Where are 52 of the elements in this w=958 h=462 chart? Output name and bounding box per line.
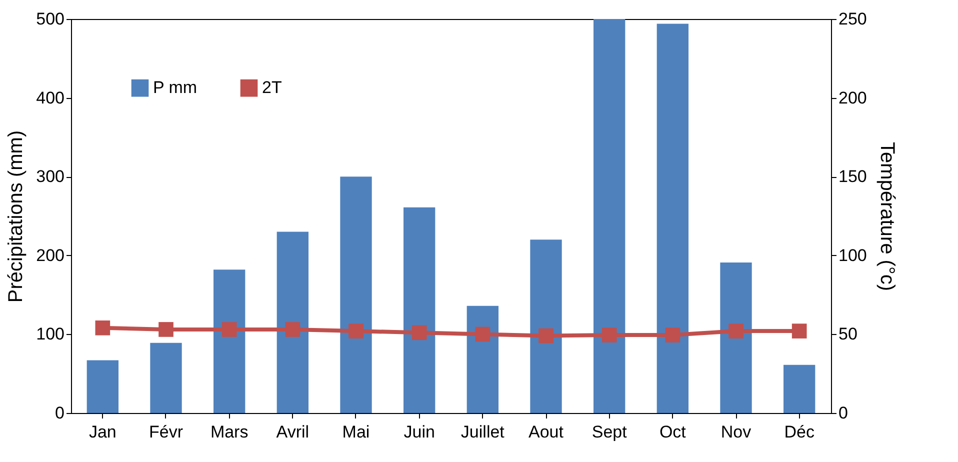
y-tick-label: 400	[36, 88, 64, 108]
y2-tick-label: 250	[838, 10, 867, 28]
legend-label: 2T	[262, 78, 282, 98]
bar	[340, 176, 372, 413]
x-tick-label: Juillet	[460, 422, 505, 442]
point	[412, 325, 427, 340]
y-axis-title: Précipitations (mm)	[5, 130, 28, 303]
y-tick-label: 0	[55, 404, 64, 422]
y2-tick-label: 50	[838, 324, 858, 344]
bar	[720, 262, 752, 413]
bar	[530, 240, 562, 413]
bar	[466, 306, 498, 413]
y2-tick-label: 200	[838, 88, 867, 108]
bar	[150, 342, 182, 413]
point	[602, 328, 617, 342]
y-tick-label: 200	[36, 246, 64, 265]
legend-label: P mm	[153, 78, 198, 98]
x-tick-label: Juin	[404, 422, 435, 442]
bar	[86, 360, 118, 413]
bar	[594, 19, 626, 413]
point	[158, 322, 174, 337]
x-tick-label: Oct	[659, 422, 686, 442]
point	[665, 328, 680, 342]
y2-tick-label: 150	[838, 167, 867, 186]
y2-tick-label: 0	[838, 404, 848, 422]
point	[475, 326, 490, 342]
point	[348, 324, 364, 338]
point	[222, 322, 237, 337]
y-tick-label: 300	[36, 167, 64, 186]
x-tick-label: Sept	[592, 422, 628, 442]
x-tick-label: Nov	[720, 422, 752, 442]
x-tick-label: Aout	[528, 422, 564, 442]
x-tick-label: Mars	[210, 422, 248, 442]
x-tick-label: Avril	[276, 422, 310, 442]
bar	[276, 232, 308, 413]
point	[285, 322, 300, 337]
y2-tick-label: 100	[838, 246, 867, 265]
point	[728, 324, 744, 338]
bar	[404, 207, 436, 413]
bar	[214, 270, 246, 413]
y2-axis-title: Température (°c)	[876, 142, 898, 292]
x-tick-label: Févr	[149, 422, 184, 442]
x-tick-label: Déc	[784, 422, 815, 442]
bar	[656, 24, 688, 413]
y-tick-label: 500	[36, 10, 64, 28]
y-tick-label: 100	[36, 324, 64, 344]
point	[538, 328, 554, 344]
bar	[784, 364, 816, 413]
point	[792, 324, 807, 338]
x-tick-label: Jan	[88, 422, 116, 442]
x-tick-label: Mai	[342, 422, 370, 442]
point	[95, 320, 110, 336]
